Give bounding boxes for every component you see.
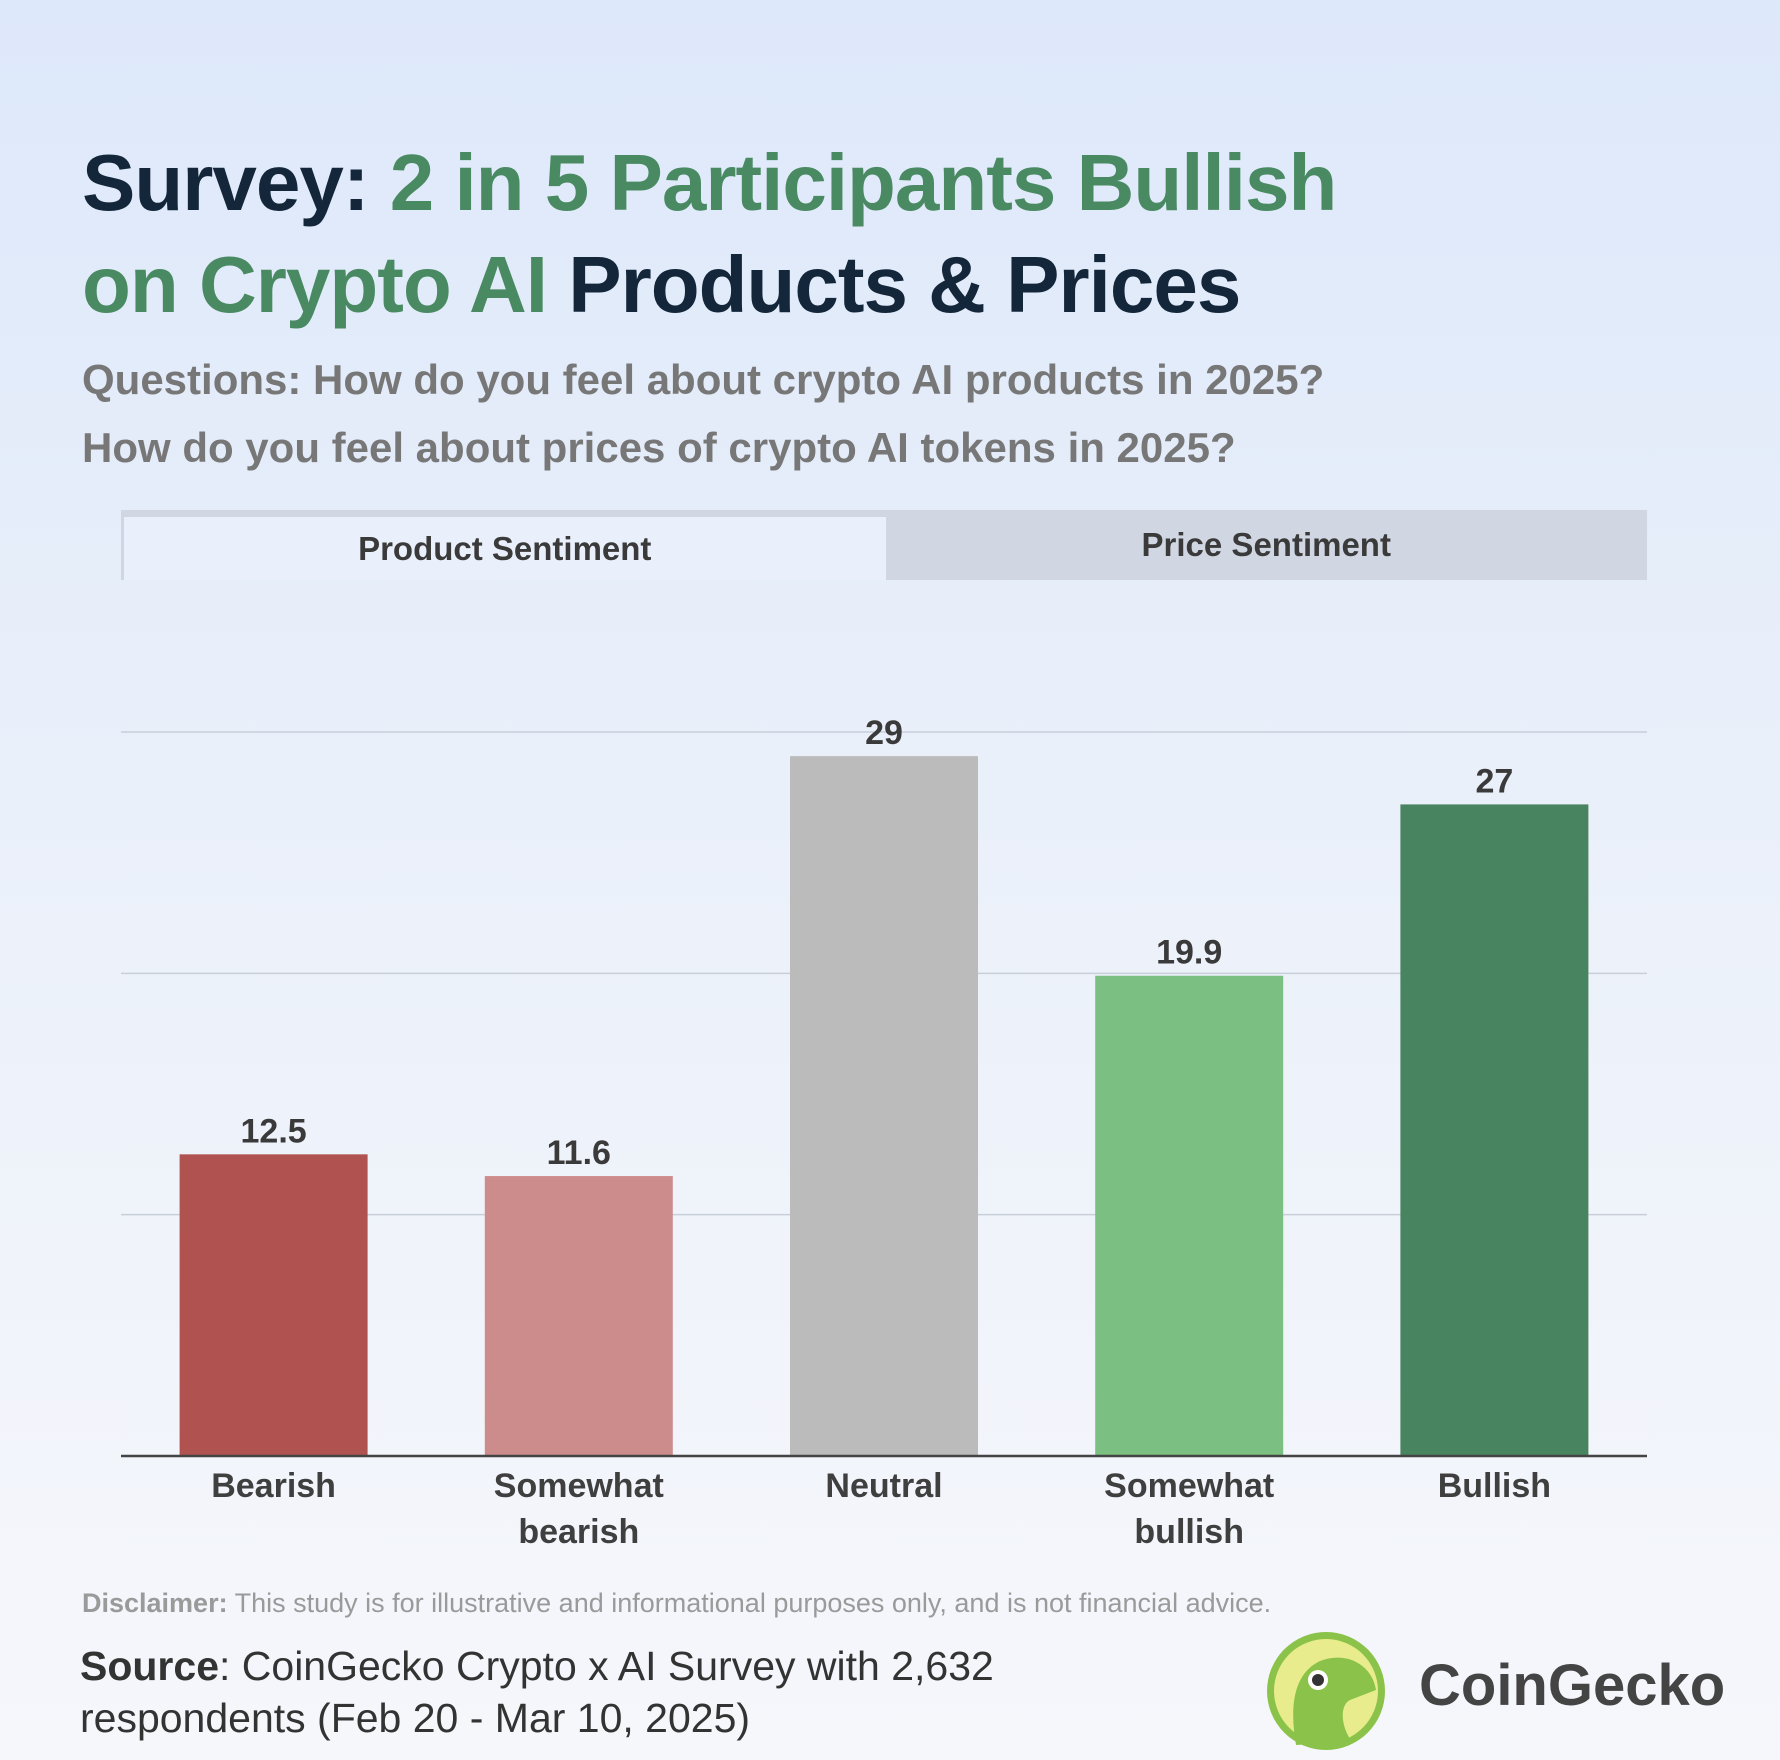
logo — [1267, 1632, 1385, 1750]
tab[interactable]: Product Sentiment — [121, 514, 886, 580]
source-label: Source — [80, 1643, 219, 1689]
tab-bar: Product Sentiment Price Sentiment — [121, 510, 1647, 580]
x-tick-label: Somewhat bearish — [493, 1467, 664, 1551]
title: Survey: 2 in 5 Participants Bullish on C… — [82, 132, 1338, 336]
source: Source: CoinGecko Crypto x AI Survey wit… — [80, 1640, 1090, 1744]
x-tick-label: Somewhat bullish — [1104, 1467, 1275, 1551]
x-tick-label: Bearish — [211, 1467, 336, 1505]
value-label: 12.5 — [241, 1112, 307, 1150]
bar — [790, 756, 978, 1456]
source-text: : CoinGecko Crypto x AI Survey with 2,63… — [80, 1643, 994, 1741]
logo-pupil — [1312, 1674, 1324, 1686]
title-part: on Crypto AI — [82, 240, 548, 329]
bar — [179, 1154, 368, 1456]
title-part: 2 in 5 Participants Bullish — [389, 138, 1338, 227]
tab[interactable]: Price Sentiment — [1141, 526, 1391, 563]
x-tick-label: Bullish — [1437, 1467, 1552, 1505]
title-part: Products & Prices — [568, 240, 1241, 329]
subtitle: How do you feel about prices of crypto A… — [82, 424, 1236, 471]
disclaimer: Disclaimer: This study is for illustrati… — [82, 1588, 1271, 1619]
bar — [1400, 804, 1589, 1456]
x-tick-label: Neutral — [825, 1467, 943, 1505]
bar — [1095, 975, 1284, 1456]
disclaimer-label: Disclaimer: — [82, 1588, 228, 1618]
value-label: 29 — [865, 714, 903, 752]
disclaimer-text: This study is for illustrative and infor… — [234, 1588, 1272, 1618]
bar — [484, 1176, 673, 1456]
value-label: 27 — [1475, 762, 1513, 800]
value-label: 11.6 — [547, 1134, 611, 1172]
title-part: Survey: — [82, 138, 369, 227]
subtitle: Questions: How do you feel about crypto … — [82, 356, 1325, 403]
brand: CoinGecko — [1419, 1653, 1726, 1718]
value-label: 19.9 — [1156, 934, 1222, 972]
